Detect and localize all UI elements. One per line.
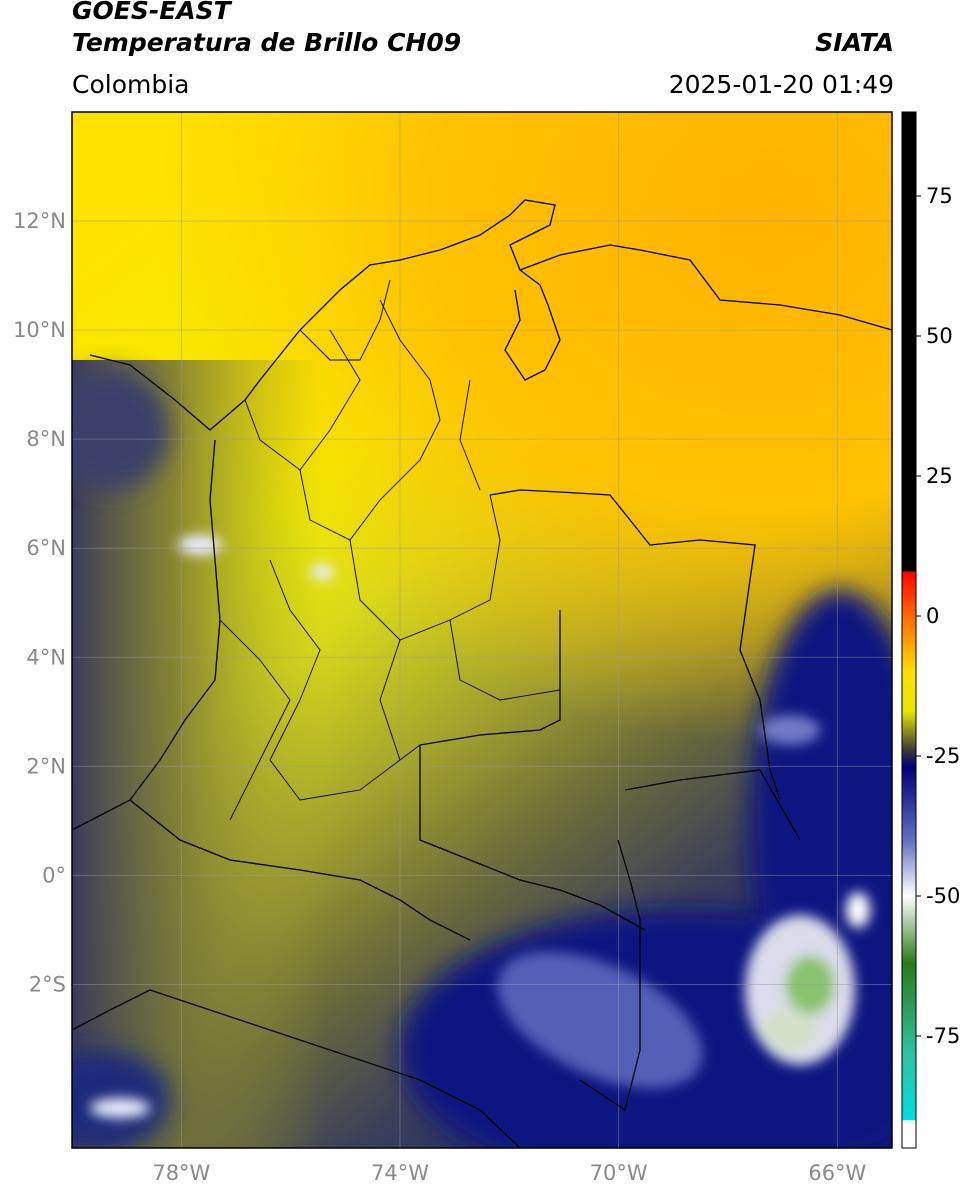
- lat-tick-label: 2°S: [29, 972, 66, 996]
- lon-tick-label: 74°W: [371, 1161, 429, 1185]
- pacific-coastline: [129, 439, 221, 801]
- lon-tick-label: 66°W: [808, 1161, 866, 1185]
- colorbar: 75 50 25 0 -25 -50 -75: [901, 111, 960, 1149]
- brazil-venezuela-border: [624, 769, 801, 841]
- lat-tick-label: 6°N: [26, 536, 66, 560]
- agency-label: SIATA: [815, 28, 894, 57]
- ecuador-peru-border: [72, 989, 521, 1148]
- satellite-title: GOES-EAST: [72, 0, 231, 25]
- lat-tick-label: 0°: [42, 863, 66, 887]
- lon-tick-label: 70°W: [590, 1161, 648, 1185]
- colorbar-scale: [901, 111, 917, 1149]
- colorbar-tick-label: 75: [926, 184, 953, 208]
- colorbar-tick-label: 0: [926, 604, 939, 628]
- colorbar-tick-label: -25: [926, 744, 960, 768]
- graticule: [72, 112, 892, 1148]
- brightness-temperature-field: [72, 112, 892, 1148]
- colombia-ecuador-border: [72, 799, 471, 941]
- lat-tick-label: 2°N: [26, 754, 66, 778]
- lat-tick-label: 4°N: [26, 645, 66, 669]
- lat-tick-label: 12°N: [13, 209, 66, 233]
- latitude-tick-labels: 12°N 10°N 8°N 6°N 4°N 2°N 0° 2°S: [13, 209, 66, 996]
- map-frame: [71, 111, 893, 1149]
- product-title: Temperatura de Brillo CH09: [72, 28, 462, 57]
- region-label: Colombia: [72, 70, 190, 99]
- colombia-venezuela-border: [489, 489, 781, 801]
- lat-tick-label: 10°N: [13, 318, 66, 342]
- datetime-label: 2025-01-20 01:49: [668, 70, 894, 99]
- colombia-peru-brazil-border: [419, 610, 646, 931]
- colorbar-tick-label: 50: [926, 324, 953, 348]
- colorbar-tick-label: -50: [926, 884, 960, 908]
- caribbean-coastline: [89, 199, 561, 431]
- colorbar-tick-label: 25: [926, 464, 953, 488]
- longitude-tick-labels: 78°W 74°W 70°W 66°W: [152, 1161, 866, 1185]
- colorbar-tick-label: -75: [926, 1024, 960, 1048]
- lat-tick-label: 8°N: [26, 427, 66, 451]
- department-boundaries: [219, 279, 561, 821]
- venezuela-coastline: [519, 244, 892, 331]
- lon-tick-label: 78°W: [152, 1161, 210, 1185]
- peru-brazil-border: [579, 839, 641, 1112]
- country-boundaries: [72, 199, 892, 1148]
